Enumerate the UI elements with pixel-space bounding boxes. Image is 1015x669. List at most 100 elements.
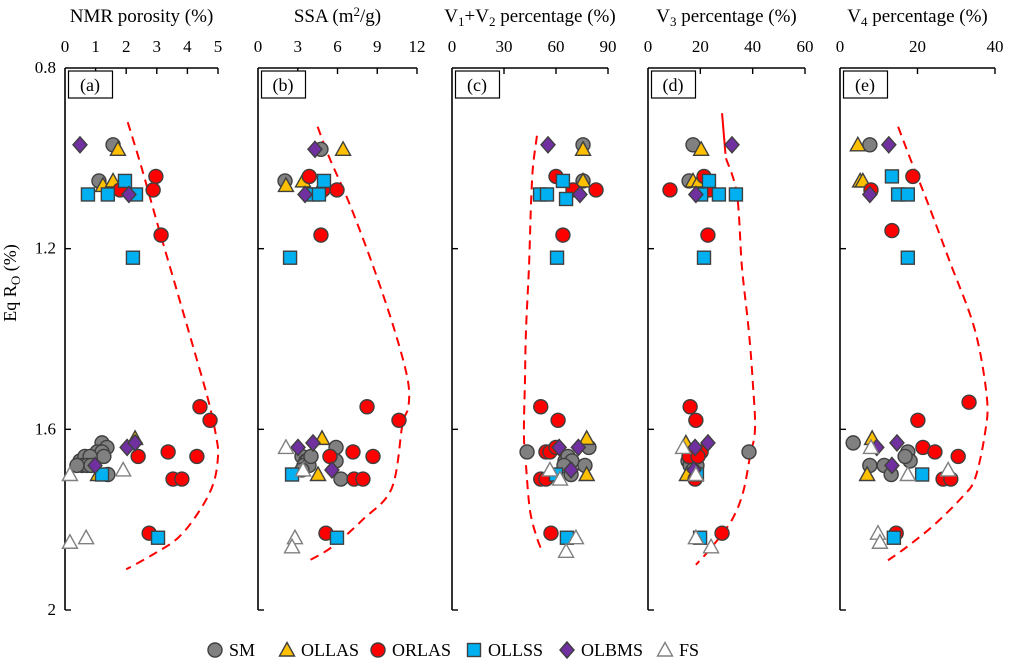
data-point-OLBMS (699, 433, 716, 452)
legend-label-OLBMS: OLBMS (581, 640, 643, 660)
y-tick-label: 1.6 (35, 419, 56, 438)
data-point-FS (61, 465, 79, 482)
data-point-OLBMS (687, 185, 704, 204)
panel-label: (d) (663, 75, 684, 96)
x-tick-label: 60 (548, 37, 565, 56)
data-point-OLBMS (297, 185, 313, 204)
data-point-ORLAS (700, 227, 716, 243)
x-tick-label: 4 (183, 37, 192, 56)
data-point-FS (541, 461, 559, 477)
x-tick-label: 5 (214, 37, 223, 56)
data-point-ORLAS (322, 448, 338, 465)
data-point-OLBMS (290, 438, 306, 457)
panel-label-box (260, 70, 307, 99)
data-point-ORLAS (555, 227, 571, 243)
data-point-OLLAS (309, 465, 327, 482)
legend-marker-OLLSS (466, 642, 482, 658)
data-point-ORLAS (688, 412, 704, 428)
data-point-OLBMS (305, 433, 321, 452)
legend-label-ORLAS: ORLAS (392, 640, 451, 660)
data-point-OLBMS (563, 460, 580, 480)
data-point-OLLSS (728, 187, 744, 202)
trend-curve (522, 135, 544, 552)
x-tick-label: 40 (987, 37, 1004, 56)
data-point-SM (303, 448, 319, 465)
data-point-OLBMS (724, 135, 740, 154)
data-point-FS (702, 537, 720, 554)
panel-label: (b) (273, 75, 294, 96)
data-point-OLBMS (324, 460, 340, 480)
data-point-OLLSS (150, 530, 166, 545)
x-tick-label: 30 (496, 37, 513, 56)
data-point-FS (939, 461, 957, 477)
panel-title: NMR porosity (%) (70, 6, 214, 27)
data-point-FS (277, 438, 295, 455)
data-point-FS (61, 533, 79, 549)
panel-label-box (454, 70, 501, 99)
x-tick-label: 1 (91, 37, 100, 56)
data-point-OLLAS (854, 171, 872, 188)
data-point-SM (862, 137, 878, 153)
data-point-ORLAS (365, 448, 381, 465)
x-tick-label: 0 (644, 37, 653, 56)
data-point-OLLSS (900, 250, 916, 265)
data-point-OLBMS (861, 185, 878, 204)
trend-curve (695, 158, 757, 566)
data-point-OLLSS (94, 467, 110, 482)
data-point-OLLSS (80, 187, 96, 202)
data-point-FS (294, 461, 312, 477)
data-point-OLLSS (125, 250, 141, 265)
data-point-ORLAS (905, 168, 921, 185)
data-point-ORLAS (145, 182, 161, 198)
legend-label-OLLSS: OLLSS (488, 640, 543, 660)
data-point-ORLAS (682, 399, 698, 415)
data-point-ORLAS (153, 227, 169, 243)
data-point-OLBMS (87, 456, 103, 475)
data-point-ORLAS (130, 448, 146, 465)
panel-label: (e) (855, 75, 875, 96)
x-tick-label: 6 (333, 37, 342, 56)
data-point-OLLSS (711, 187, 727, 202)
data-point-OLBMS (880, 135, 897, 154)
y-tick-label: 1.2 (35, 239, 56, 258)
legend-label-OLLAS: OLLAS (301, 640, 359, 660)
x-tick-label: 0 (836, 37, 845, 56)
data-point-OLLAS (692, 140, 710, 157)
data-point-OLBMS (570, 438, 587, 457)
data-point-ORLAS (329, 182, 345, 198)
x-tick-label: 90 (600, 37, 617, 56)
y-tick-label: 0.8 (35, 58, 56, 77)
panel-title: SSA (m2​/g) (294, 4, 381, 27)
data-point-OLLSS (100, 187, 116, 202)
data-point-OLBMS (72, 135, 88, 154)
data-point-ORLAS (160, 444, 176, 460)
data-point-OLLAS (574, 171, 592, 188)
data-point-ORLAS (533, 399, 549, 415)
data-point-OLLSS (900, 187, 916, 202)
x-tick-label: 3 (153, 37, 162, 56)
data-point-FS (286, 528, 304, 545)
panel-label-box (650, 70, 697, 99)
data-point-OLLSS (884, 169, 900, 184)
trend-curve (309, 126, 411, 562)
data-point-OLLSS (311, 187, 327, 202)
data-point-OLLSS (316, 173, 332, 189)
data-point-OLBMS (540, 135, 556, 154)
x-tick-label: 12 (409, 37, 426, 56)
legend-marker-ORLAS (370, 642, 386, 658)
trend-curve (887, 126, 989, 562)
legend-marker-OLLAS (278, 641, 296, 657)
panel-label: (c) (467, 75, 487, 96)
data-point-OLLAS (277, 176, 295, 193)
data-point-OLLSS (886, 530, 902, 545)
x-tick-label: 0 (61, 37, 70, 56)
x-tick-label: 40 (744, 37, 761, 56)
data-point-ORLAS (345, 444, 361, 460)
data-point-ORLAS (543, 525, 559, 541)
data-point-FS (899, 465, 917, 482)
data-point-ORLAS (910, 412, 926, 428)
data-point-OLLAS (109, 140, 127, 157)
data-point-OLLSS (329, 530, 345, 545)
x-tick-label: 60 (797, 37, 814, 56)
data-point-ORLAS (192, 399, 208, 415)
